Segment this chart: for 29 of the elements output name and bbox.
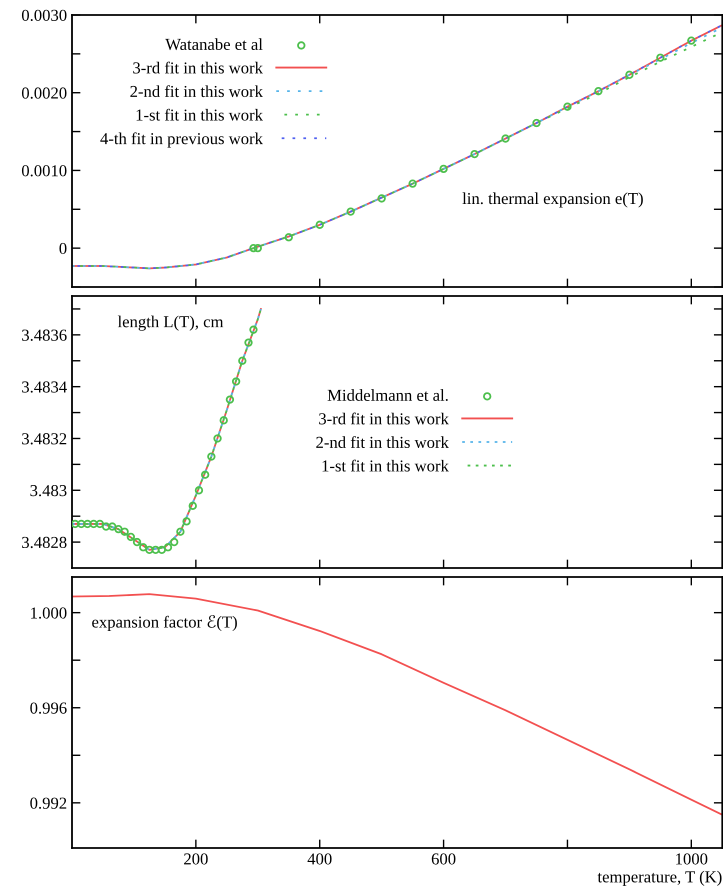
y-tick-label: 0 [59, 242, 67, 254]
y-tick-label: 0.996 [30, 702, 67, 714]
legend-label: 1-st fit in this work [322, 460, 449, 472]
y-tick-label: 3.4832 [22, 433, 66, 444]
y-tick-label: 0.992 [30, 798, 66, 809]
x-tick-label: 400 [308, 853, 332, 865]
legend-label: 2-nd fit in this work [316, 436, 449, 448]
annotation: lin. thermal expansion e(T) [462, 192, 643, 208]
legend-label: 1-st fit in this work [136, 108, 263, 121]
y-tick-label: 0.0030 [22, 10, 67, 22]
x-tick-label: 600 [432, 853, 456, 865]
annotation: length L(T), cm [118, 316, 224, 331]
x-tick-label: 1000 [676, 853, 708, 865]
y-tick-label: 0.0020 [22, 87, 67, 99]
legend-label: 3-rd fit in this work [319, 412, 449, 424]
legend-label: 2-nd fit in this work [130, 85, 263, 98]
legend-label: Middelmann et al. [328, 389, 448, 401]
annotation: expansion factor ℰ(T) [92, 615, 237, 632]
legend-label: 4-th fit in previous work [100, 132, 263, 148]
x-tick-label: 200 [184, 853, 208, 865]
y-tick-label: 3.483 [30, 484, 66, 496]
y-tick-label: 3.4834 [22, 381, 67, 393]
y-tick-label: 0.0010 [22, 165, 67, 176]
y-tick-label: 1.000 [31, 607, 67, 619]
legend-label: 3-rd fit in this work [133, 62, 263, 74]
y-tick-label: 3.4828 [22, 536, 67, 548]
y-tick-label: 3.4836 [22, 330, 67, 341]
x-axis-title: temperature, T (K) [598, 870, 722, 886]
legend-label: Watanabe et al [165, 38, 263, 50]
